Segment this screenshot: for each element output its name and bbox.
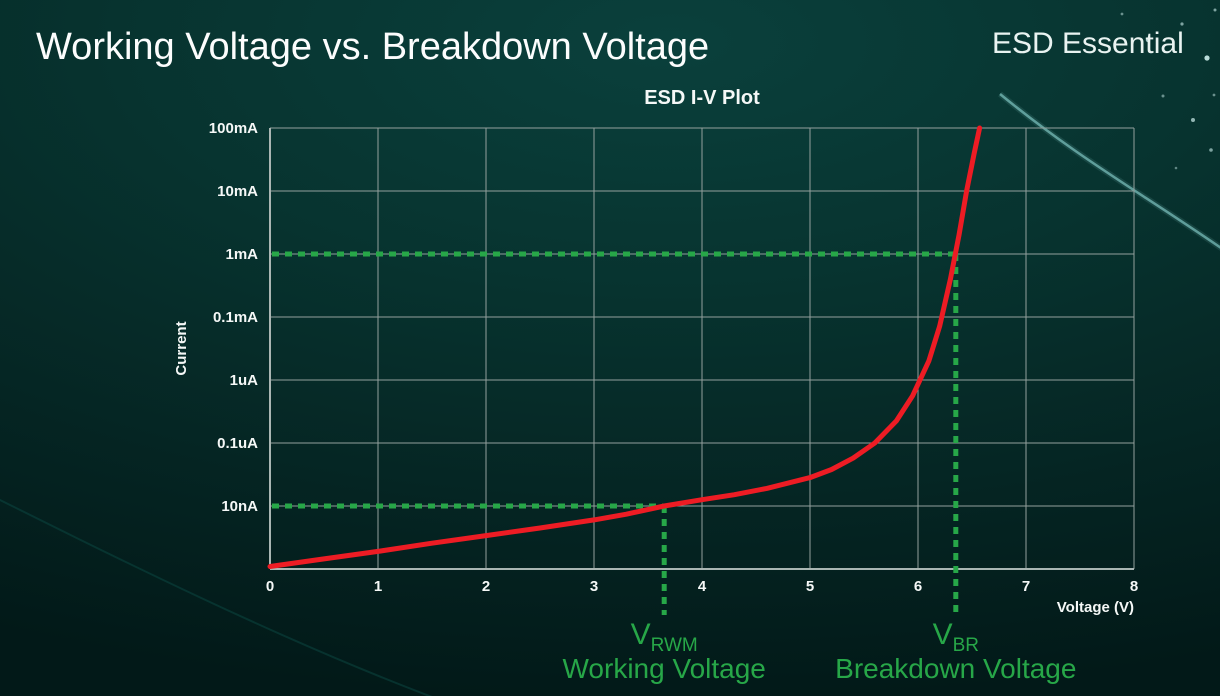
x-tick-label: 8 <box>1130 578 1138 595</box>
vbr-symbol: VBR <box>933 618 979 656</box>
x-tick-label: 5 <box>806 578 814 595</box>
y-tick-label: 1uA <box>230 372 259 389</box>
x-tick-label: 1 <box>374 578 382 595</box>
x-tick-label: 0 <box>266 578 274 595</box>
y-tick-label: 10mA <box>217 183 258 200</box>
chart-text: ESD I-V Plot 100mA 10mA 1mA 0.1mA 1uA 0.1uA 10n… <box>173 87 1138 616</box>
y-tick-label: 100mA <box>209 120 258 137</box>
x-tick-label: 4 <box>698 578 707 595</box>
brand-text: ESD Essential <box>992 27 1184 60</box>
plot-axes <box>269 128 1134 570</box>
x-tick-label: 3 <box>590 578 598 595</box>
x-tick-label: 6 <box>914 578 922 595</box>
plot-grid <box>269 127 1135 570</box>
annotation-vbr-lines <box>272 251 959 615</box>
vrwm-symbol: VRWM <box>631 618 698 656</box>
y-axis-label: Current <box>173 321 190 375</box>
x-tick-label: 7 <box>1022 578 1030 595</box>
y-tick-label: 1mA <box>225 246 258 263</box>
vbr-caption: Breakdown Voltage <box>835 653 1076 684</box>
y-tick-label: 0.1mA <box>213 309 258 326</box>
x-tick-label: 2 <box>482 578 490 595</box>
iv-curve <box>267 125 983 569</box>
y-tick-label: 0.1uA <box>217 435 258 452</box>
swoosh-curve <box>0 91 1220 696</box>
vrwm-caption: Working Voltage <box>563 653 766 684</box>
chart-title: ESD I-V Plot <box>644 87 760 109</box>
x-axis-label: Voltage (V) <box>1057 599 1134 616</box>
annotation-vrwm-lines <box>272 503 667 615</box>
page-title: Working Voltage vs. Breakdown Voltage <box>36 26 710 68</box>
y-tick-label: 10nA <box>221 498 258 515</box>
